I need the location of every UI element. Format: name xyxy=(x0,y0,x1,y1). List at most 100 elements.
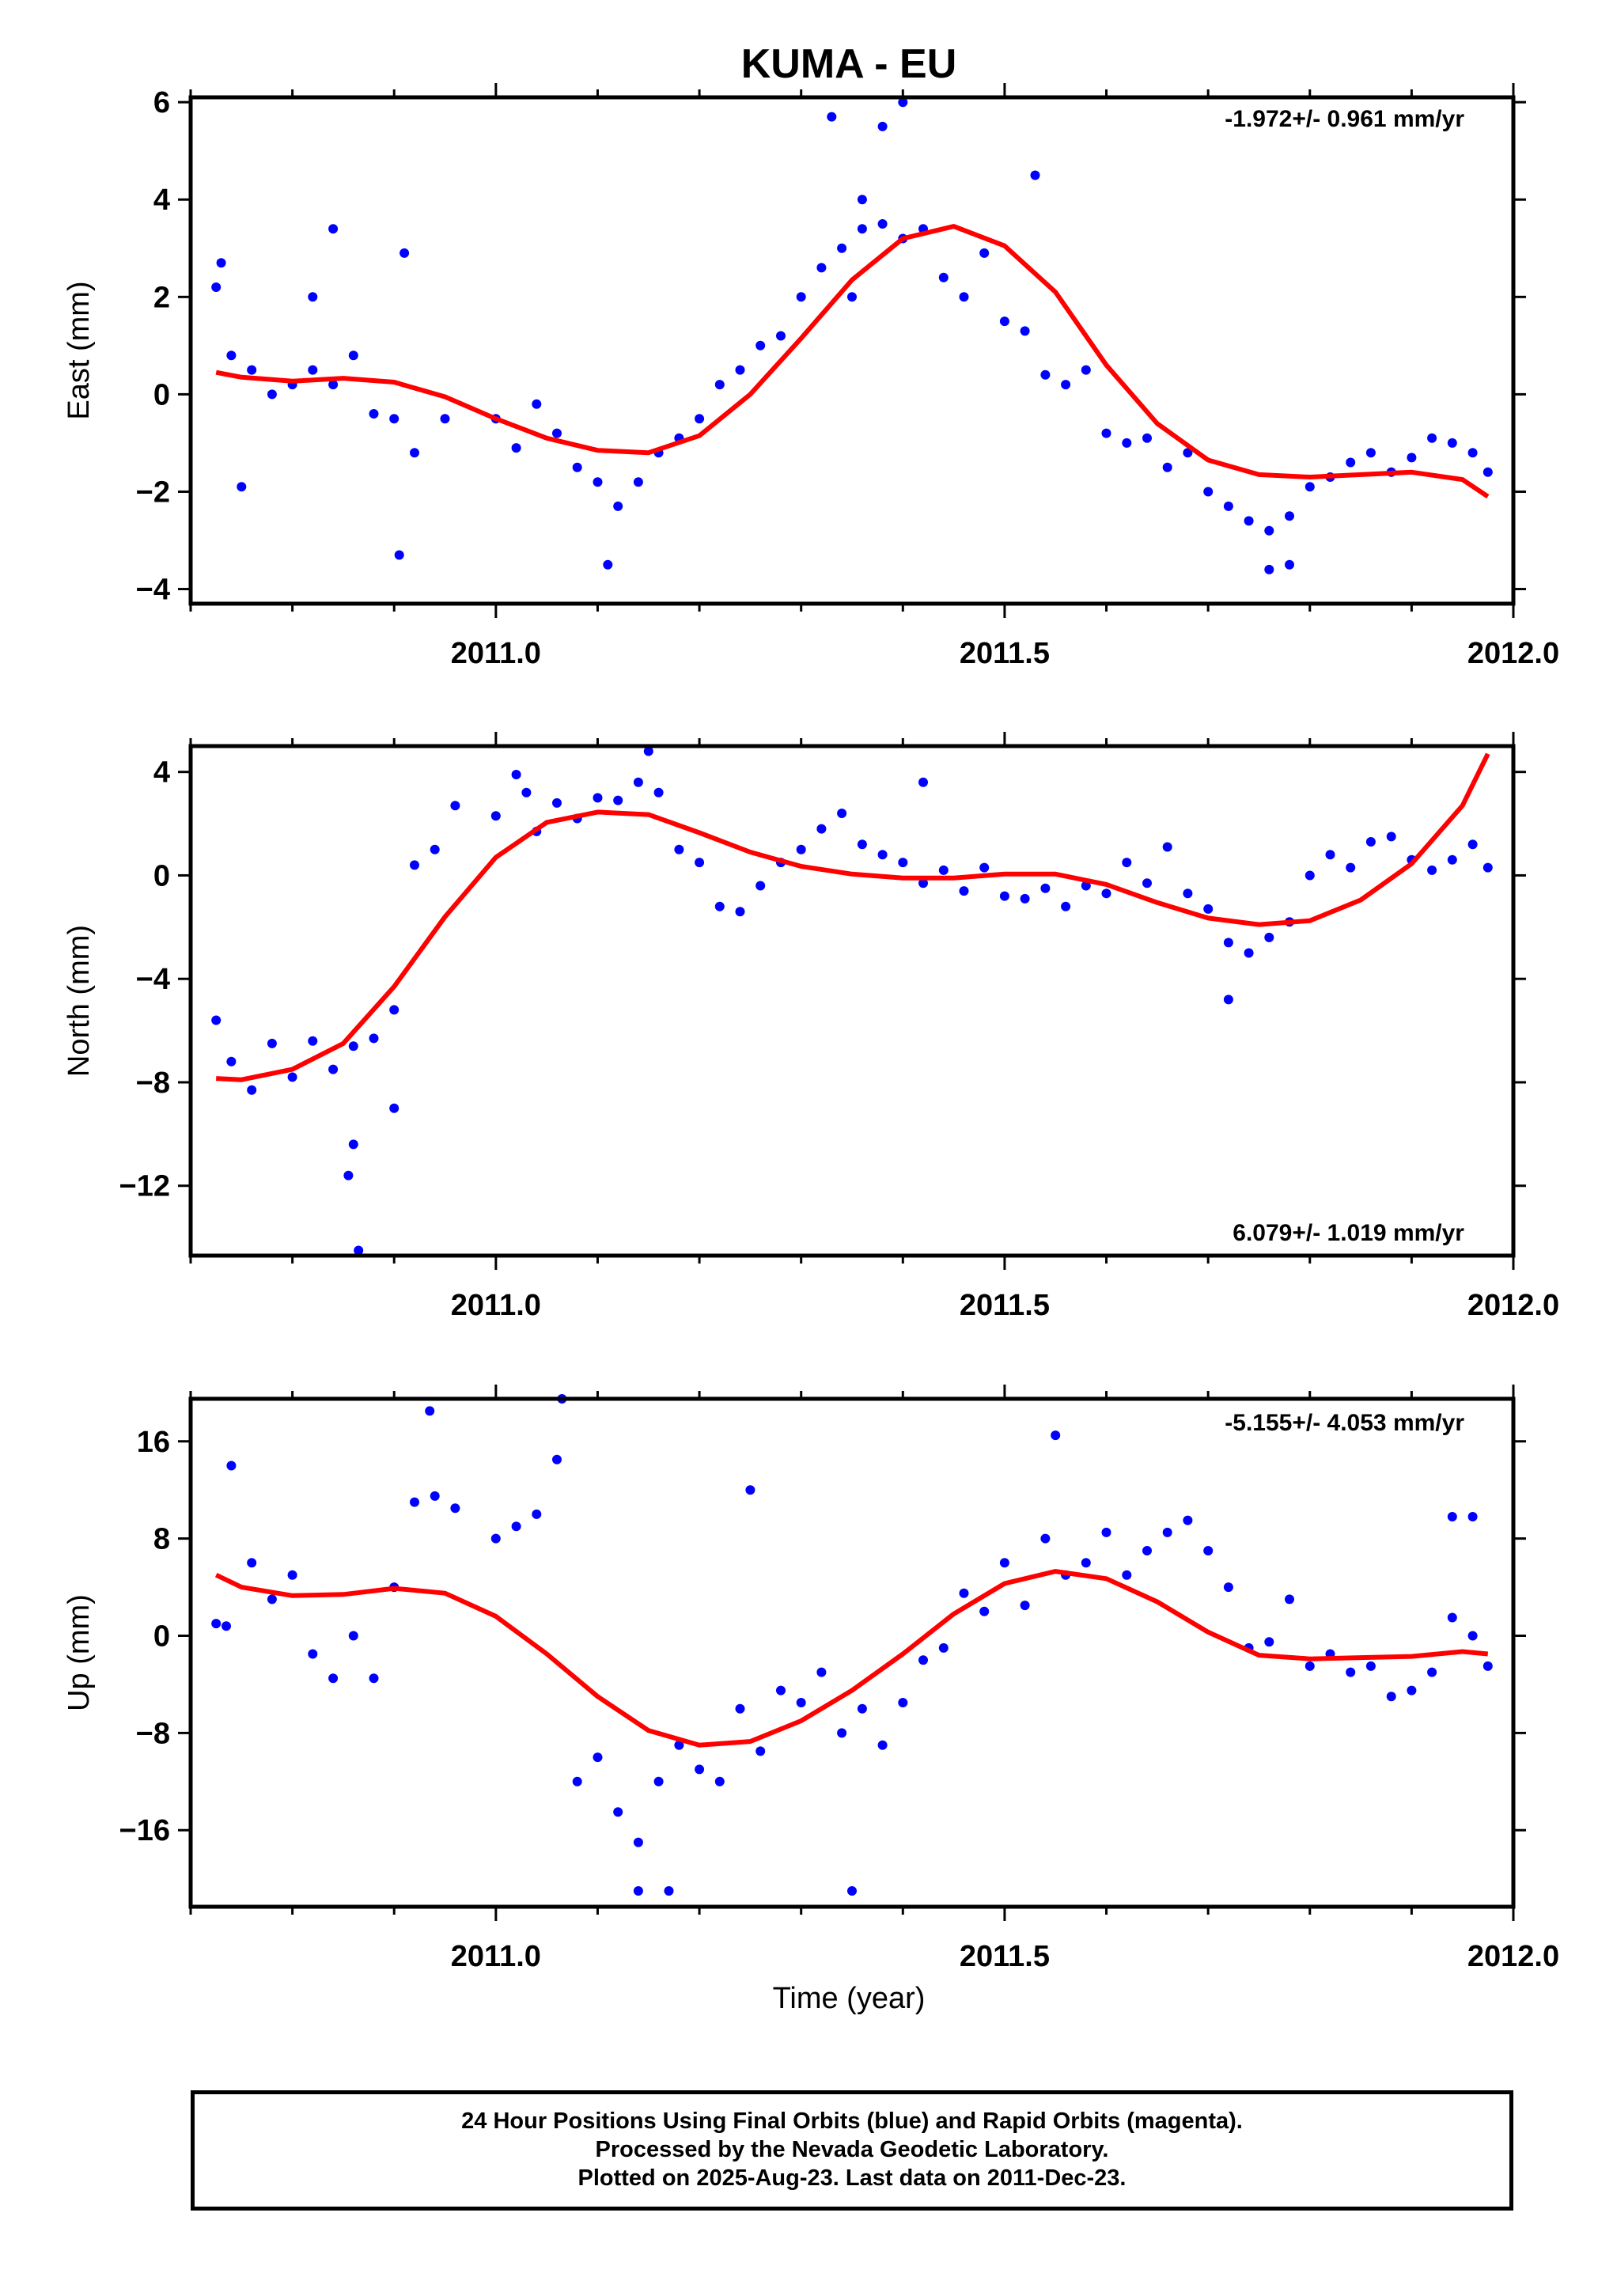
data-point xyxy=(999,316,1009,327)
panel-2: −12 −8 −4 0 4 2011.0 2011.5 2012.0 North (mm) 6.0… xyxy=(62,732,1559,1322)
data-point xyxy=(247,1558,257,1568)
data-point xyxy=(1162,842,1172,852)
data-point xyxy=(1447,1512,1457,1521)
x-tick-label: 2012.0 xyxy=(1467,637,1559,670)
data-point xyxy=(1203,487,1214,497)
data-point xyxy=(1183,448,1193,458)
data-point xyxy=(348,1139,358,1150)
data-point xyxy=(1122,858,1132,868)
data-point xyxy=(1203,904,1214,914)
data-point xyxy=(959,886,969,896)
data-point xyxy=(1122,438,1132,448)
data-point xyxy=(1040,369,1051,380)
panel-1: −4 −2 0 2 4 6 2011.0 2011.5 2012.0 East (mm) -1.97… xyxy=(62,83,1559,670)
data-point xyxy=(877,219,888,229)
data-point xyxy=(745,1485,755,1495)
data-point xyxy=(1365,448,1376,458)
data-point xyxy=(857,839,867,850)
data-point xyxy=(1061,901,1071,911)
data-point xyxy=(1081,365,1091,375)
data-point xyxy=(511,1521,521,1532)
data-point xyxy=(237,482,247,492)
data-point xyxy=(755,881,766,891)
data-point xyxy=(898,1698,908,1707)
data-point xyxy=(267,389,277,400)
x-tick-label: 2011.5 xyxy=(960,637,1050,670)
data-point xyxy=(1386,832,1396,842)
data-point xyxy=(593,793,603,803)
x-axis-label: Time (year) xyxy=(773,1982,926,2015)
data-point xyxy=(400,248,410,258)
data-point xyxy=(287,1072,297,1082)
data-point xyxy=(1264,1637,1274,1647)
data-point xyxy=(267,1038,277,1048)
data-point xyxy=(532,399,542,409)
y-axis-label: East (mm) xyxy=(62,281,96,419)
data-point xyxy=(1285,1594,1294,1605)
y-tick-label: −8 xyxy=(136,1067,170,1100)
data-point xyxy=(1142,433,1152,443)
data-point xyxy=(918,878,928,888)
data-point xyxy=(633,1886,643,1896)
data-point xyxy=(898,858,908,868)
data-point xyxy=(1407,1685,1417,1695)
data-point xyxy=(211,1619,222,1629)
data-point xyxy=(999,1558,1009,1568)
x-tick-label: 2011.5 xyxy=(960,1289,1050,1322)
data-point xyxy=(633,777,643,787)
data-point xyxy=(343,1170,354,1180)
data-point xyxy=(1162,1527,1172,1537)
data-point xyxy=(1223,995,1233,1005)
data-point xyxy=(979,862,990,873)
y-tick-label: −4 xyxy=(136,574,170,607)
data-point xyxy=(979,1606,990,1616)
y-tick-label: −4 xyxy=(136,963,170,996)
data-point xyxy=(959,292,969,302)
data-point xyxy=(816,1667,827,1677)
data-point xyxy=(1061,380,1071,390)
data-point xyxy=(877,121,888,131)
data-point xyxy=(857,1703,867,1714)
plot-frame xyxy=(188,95,1516,606)
x-tick-label: 2012.0 xyxy=(1467,1940,1559,1973)
y-tick-label: 6 xyxy=(153,86,170,119)
data-point xyxy=(1203,1546,1214,1555)
data-point xyxy=(1183,888,1193,899)
data-point xyxy=(410,448,419,458)
data-point xyxy=(1020,326,1030,336)
data-point xyxy=(394,550,404,560)
rate-label: 6.079+/- 1.019 mm/yr xyxy=(1233,1220,1464,1246)
data-point xyxy=(837,243,847,253)
data-point xyxy=(425,1406,435,1416)
y-tick-label: 4 xyxy=(153,184,170,217)
data-point xyxy=(369,409,379,419)
data-point xyxy=(1244,516,1254,526)
data-point xyxy=(1020,893,1030,904)
data-point xyxy=(1081,881,1091,891)
data-point xyxy=(593,477,603,487)
data-point xyxy=(959,1588,969,1598)
data-point xyxy=(918,777,928,787)
fit-line xyxy=(215,224,1490,499)
data-point xyxy=(521,787,532,798)
panel-3: −16 −8 0 8 16 2011.0 2011.5 2012.0 Up (mm) -5.155… xyxy=(62,1385,1559,1973)
y-tick-label: 2 xyxy=(153,281,170,314)
data-point xyxy=(211,282,222,292)
data-point xyxy=(857,195,867,205)
data-point xyxy=(552,428,562,438)
data-point xyxy=(643,746,653,756)
data-point xyxy=(755,340,766,350)
data-point xyxy=(450,801,460,811)
data-point xyxy=(816,263,827,273)
y-tick-label: −12 xyxy=(119,1170,170,1203)
data-point xyxy=(226,1461,237,1471)
plot-frame xyxy=(188,744,1516,1258)
y-tick-label: 0 xyxy=(153,378,170,411)
x-tick-label: 2011.0 xyxy=(451,637,541,670)
data-point xyxy=(328,380,339,390)
data-point xyxy=(714,1776,725,1786)
data-point xyxy=(816,824,827,834)
data-point xyxy=(1030,170,1040,180)
data-point xyxy=(1101,428,1111,438)
data-point xyxy=(653,787,664,798)
